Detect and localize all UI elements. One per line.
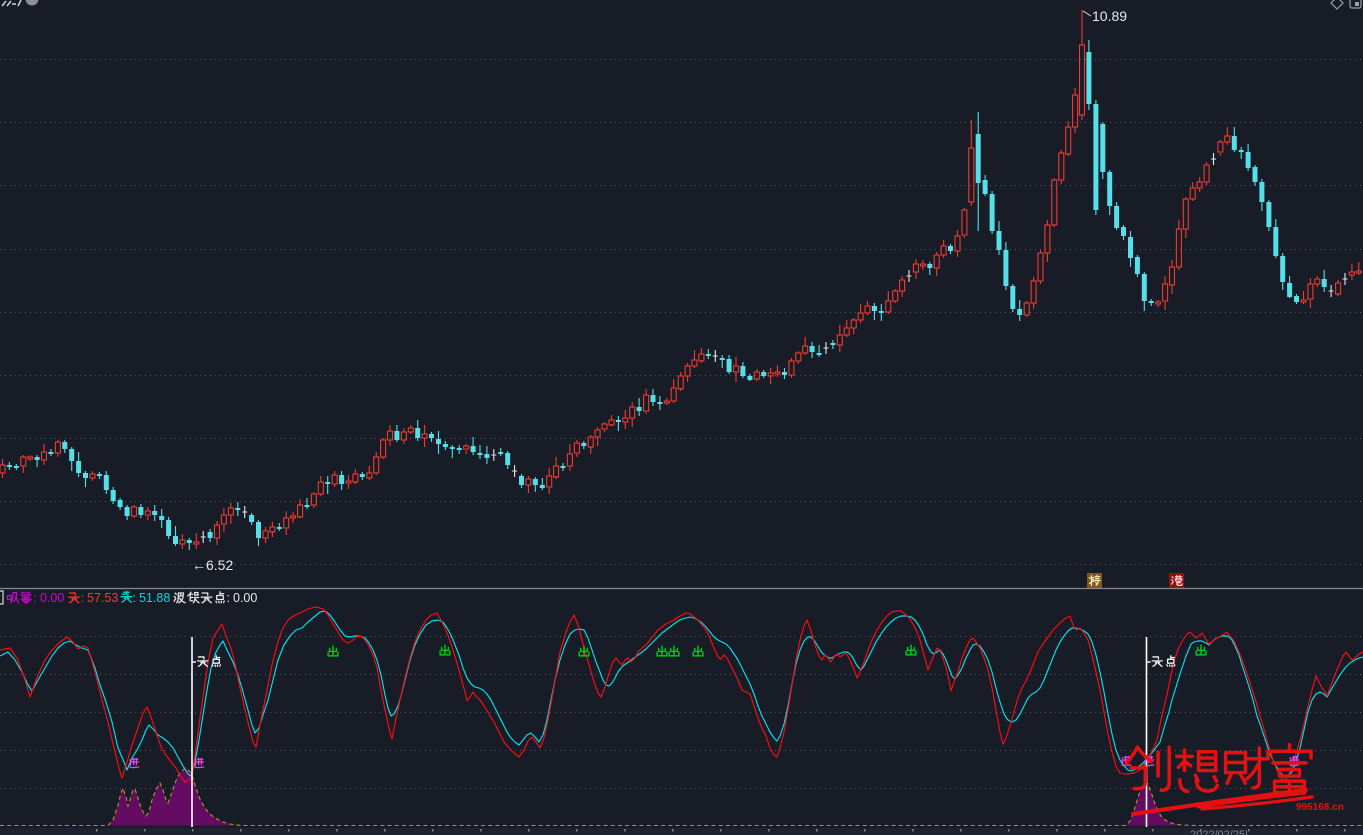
svg-text::: : <box>133 591 136 605</box>
svg-text:←6.52: ←6.52 <box>192 557 233 573</box>
svg-text:51.88: 51.88 <box>139 591 170 605</box>
svg-text:995168.cn: 995168.cn <box>1296 802 1344 813</box>
svg-text::: : <box>81 591 84 605</box>
svg-text::: : <box>227 591 230 605</box>
svg-text:0.00: 0.00 <box>233 591 257 605</box>
svg-text::: : <box>34 591 37 605</box>
svg-text:0.00: 0.00 <box>40 591 64 605</box>
svg-text:10.89: 10.89 <box>1092 8 1127 24</box>
svg-text:57.53: 57.53 <box>87 591 118 605</box>
svg-text:2022/02/25|: 2022/02/25| <box>1190 829 1248 835</box>
